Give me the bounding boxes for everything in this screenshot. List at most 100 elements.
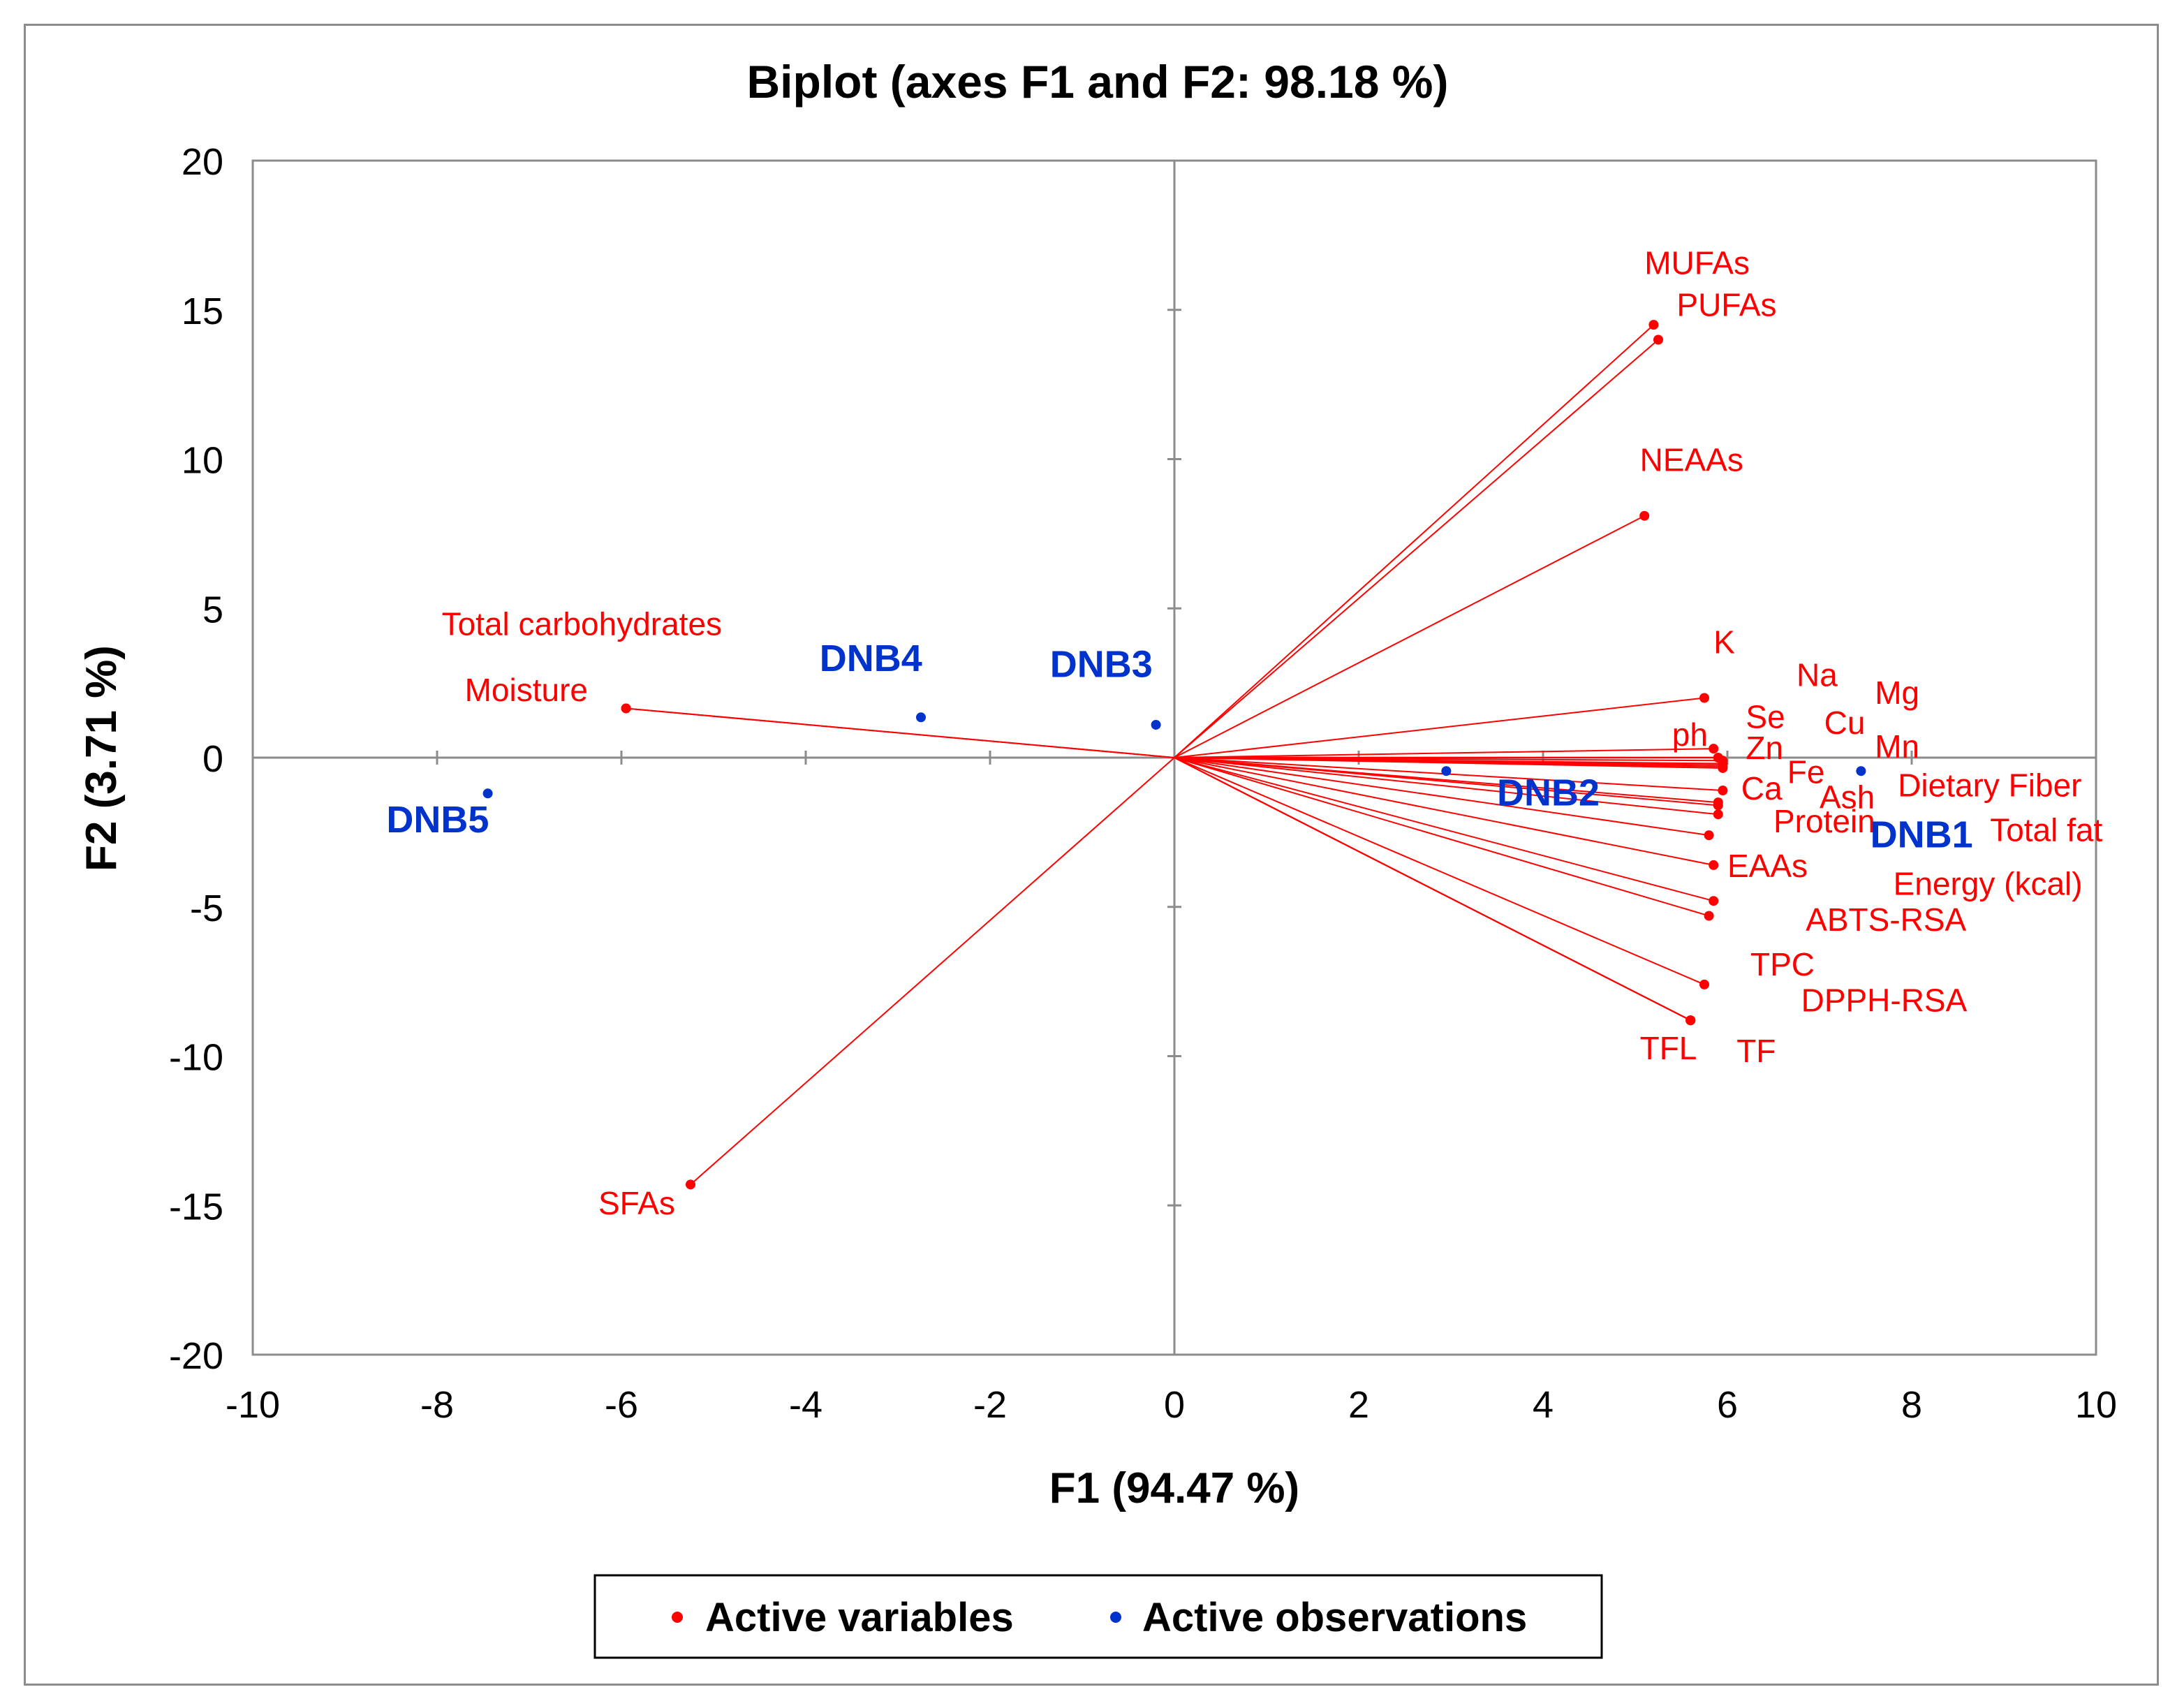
variable-label-total-fat: Total fat	[1990, 812, 2102, 848]
y-tick-label: -15	[169, 1186, 223, 1228]
variable-label-k: K	[1713, 624, 1735, 660]
observation-label-dnb3: DNB3	[1050, 644, 1153, 686]
variable-label-sfas: SFAs	[598, 1185, 675, 1221]
vector-energy-kcal	[1174, 757, 1709, 917]
chart-frame	[24, 24, 2159, 1686]
variable-label-energy-kcal: Energy (kcal)	[1894, 866, 2083, 902]
y-tick-label: -20	[169, 1335, 223, 1377]
variable-point-mufas	[1648, 320, 1659, 330]
variable-label-mg: Mg	[1875, 675, 1919, 711]
variable-label-ph: ph	[1672, 716, 1708, 753]
x-tick-label: 0	[1164, 1384, 1185, 1426]
observation-point-dnb2	[1441, 766, 1452, 776]
y-tick-label: 20	[182, 141, 223, 183]
chart-title: Biplot (axes F1 and F2: 98.18 %)	[747, 56, 1449, 108]
variable-label-fe: Fe	[1787, 753, 1825, 790]
observation-label-dnb4: DNB4	[820, 638, 922, 679]
x-tick-label: -10	[226, 1384, 280, 1426]
vector-sfas	[690, 757, 1175, 1186]
observation-point-dnb3	[1151, 719, 1161, 730]
variable-point-moisture	[621, 703, 631, 714]
variable-label-zn: Zn	[1746, 730, 1783, 766]
y-tick-label: -10	[169, 1037, 223, 1079]
variable-label-ash: Ash	[1820, 779, 1875, 816]
variable-label-abts-rsa: ABTS-RSA	[1806, 901, 1966, 938]
vector-protein	[1174, 757, 1709, 837]
variable-point-ash	[1713, 809, 1723, 820]
variable-label-moisture: Moisture	[465, 672, 588, 708]
x-tick-label: 6	[1717, 1384, 1738, 1426]
y-tick-label: 10	[182, 440, 223, 482]
legend-marker-active-observations	[1110, 1612, 1121, 1623]
observation-point-dnb5	[482, 788, 493, 799]
y-tick-label: 15	[182, 290, 223, 332]
variable-label-neaas: NEAAs	[1640, 442, 1743, 478]
vector-pufas	[1174, 339, 1659, 758]
variable-label-tf: TF	[1736, 1033, 1776, 1069]
legend-marker-active-variables	[672, 1612, 683, 1623]
variable-point-neaas	[1639, 510, 1650, 521]
variable-point-tf	[1685, 1015, 1696, 1026]
variable-label-total-carbohydrates: Total carbohydrates	[442, 606, 722, 642]
variable-label-eaas: EAAs	[1727, 848, 1808, 884]
x-axis-title: F1 (94.47 %)	[1049, 1464, 1299, 1512]
variable-label-mn: Mn	[1875, 728, 1919, 765]
variable-point-eaas	[1709, 896, 1719, 906]
legend-label-active-observations: Active observations	[1142, 1595, 1527, 1640]
variable-point-abts-rsa	[1699, 979, 1709, 989]
variable-point-ca	[1713, 800, 1723, 811]
vector-zn	[1174, 757, 1723, 769]
legend-box	[593, 1574, 1603, 1659]
y-axis-title: F2 (3.71 %)	[78, 645, 126, 871]
legend-label-active-variables: Active variables	[705, 1595, 1014, 1640]
x-tick-label: -8	[420, 1384, 454, 1426]
y-tick-label: -5	[190, 888, 223, 929]
variable-label-se: Se	[1746, 698, 1785, 735]
vector-abts-rsa	[1174, 757, 1705, 985]
variable-point-total-fat	[1709, 860, 1719, 870]
variable-label-protein: Protein	[1773, 803, 1875, 839]
variable-label-cu: Cu	[1824, 705, 1866, 741]
legend: Active variables Active observations	[593, 1574, 1603, 1659]
variable-point-k	[1699, 693, 1709, 703]
x-tick-label: -2	[973, 1384, 1007, 1426]
vector-ca	[1174, 757, 1718, 807]
vector-k	[1174, 697, 1705, 758]
x-tick-label: -6	[605, 1384, 638, 1426]
x-tick-label: 8	[1901, 1384, 1922, 1426]
vector-ash	[1174, 757, 1718, 816]
x-tick-label: 4	[1533, 1384, 1554, 1426]
variable-point-protein	[1704, 830, 1714, 841]
vector-eaas	[1174, 757, 1714, 902]
variable-label-tpc: TPC	[1750, 946, 1815, 982]
observation-label-dnb5: DNB5	[386, 799, 489, 841]
vector-mufas	[1174, 324, 1655, 758]
x-tick-label: -4	[789, 1384, 822, 1426]
variable-label-dpph-rsa: DPPH-RSA	[1801, 982, 1968, 1018]
variable-label-pufas: PUFAs	[1676, 286, 1776, 323]
variable-point-zn	[1718, 763, 1728, 773]
x-tick-label: 10	[2075, 1384, 2117, 1426]
vector-moisture	[626, 707, 1175, 758]
variable-point-sfas	[686, 1179, 695, 1190]
variable-label-dietary-fiber: Dietary Fiber	[1898, 767, 2081, 804]
variable-point-na	[1709, 744, 1719, 754]
variable-point-energy-kcal	[1704, 911, 1714, 921]
observation-label-dnb2: DNB2	[1497, 772, 1600, 813]
observation-point-dnb4	[916, 712, 926, 723]
variable-label-na: Na	[1796, 656, 1838, 693]
variable-point-pufas	[1653, 334, 1663, 345]
variable-label-tfl: TFL	[1640, 1030, 1697, 1066]
vector-tf	[1174, 757, 1691, 1022]
variable-label-mufas: MUFAs	[1644, 244, 1750, 281]
x-tick-label: 2	[1348, 1384, 1369, 1426]
y-tick-label: 0	[202, 738, 223, 780]
vector-total-fat	[1174, 757, 1714, 866]
observation-point-dnb1	[1856, 766, 1866, 776]
observation-label-dnb1: DNB1	[1871, 813, 1973, 855]
y-tick-label: 5	[202, 589, 223, 631]
variable-label-ca: Ca	[1741, 770, 1783, 807]
variable-point-fe	[1718, 786, 1728, 796]
vector-neaas	[1174, 515, 1645, 758]
